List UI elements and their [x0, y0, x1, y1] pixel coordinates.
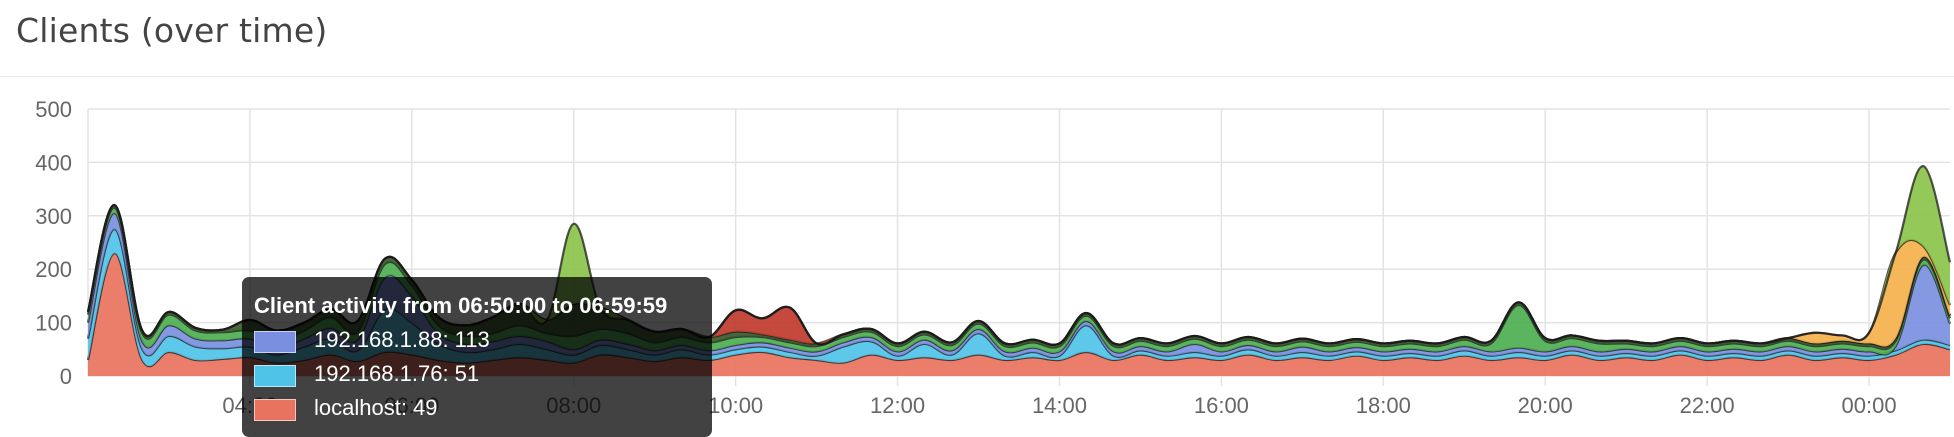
tooltip-swatch	[254, 399, 296, 421]
tooltip-row-label: 192.168.1.76: 51	[314, 361, 480, 386]
tooltip-swatch	[254, 365, 296, 387]
x-tick-label: 12:00	[870, 393, 925, 418]
card-title: Clients (over time)	[16, 11, 328, 50]
tooltip-title: Client activity from 06:50:00 to 06:59:5…	[254, 293, 668, 318]
y-tick-label: 100	[35, 311, 72, 336]
card-header: Clients (over time)	[0, 0, 1954, 77]
y-tick-label: 300	[35, 204, 72, 229]
x-tick-label: 16:00	[1194, 393, 1249, 418]
y-tick-label: 0	[60, 364, 72, 389]
x-tick-label: 22:00	[1680, 393, 1735, 418]
chart-tooltip: Client activity from 06:50:00 to 06:59:5…	[242, 277, 712, 437]
tooltip-row-label: 192.168.1.88: 113	[314, 327, 490, 352]
tooltip-swatch	[254, 331, 296, 353]
tooltip-row-label: localhost: 49	[314, 395, 438, 420]
x-tick-label: 10:00	[708, 393, 763, 418]
x-tick-label: 20:00	[1518, 393, 1573, 418]
y-tick-label: 500	[35, 97, 72, 122]
series-line	[86, 165, 1952, 346]
y-tick-label: 200	[35, 257, 72, 282]
y-tick-label: 400	[35, 150, 72, 175]
x-tick-label: 18:00	[1356, 393, 1411, 418]
x-tick-label: 00:00	[1842, 393, 1897, 418]
x-tick-label: 14:00	[1032, 393, 1087, 418]
